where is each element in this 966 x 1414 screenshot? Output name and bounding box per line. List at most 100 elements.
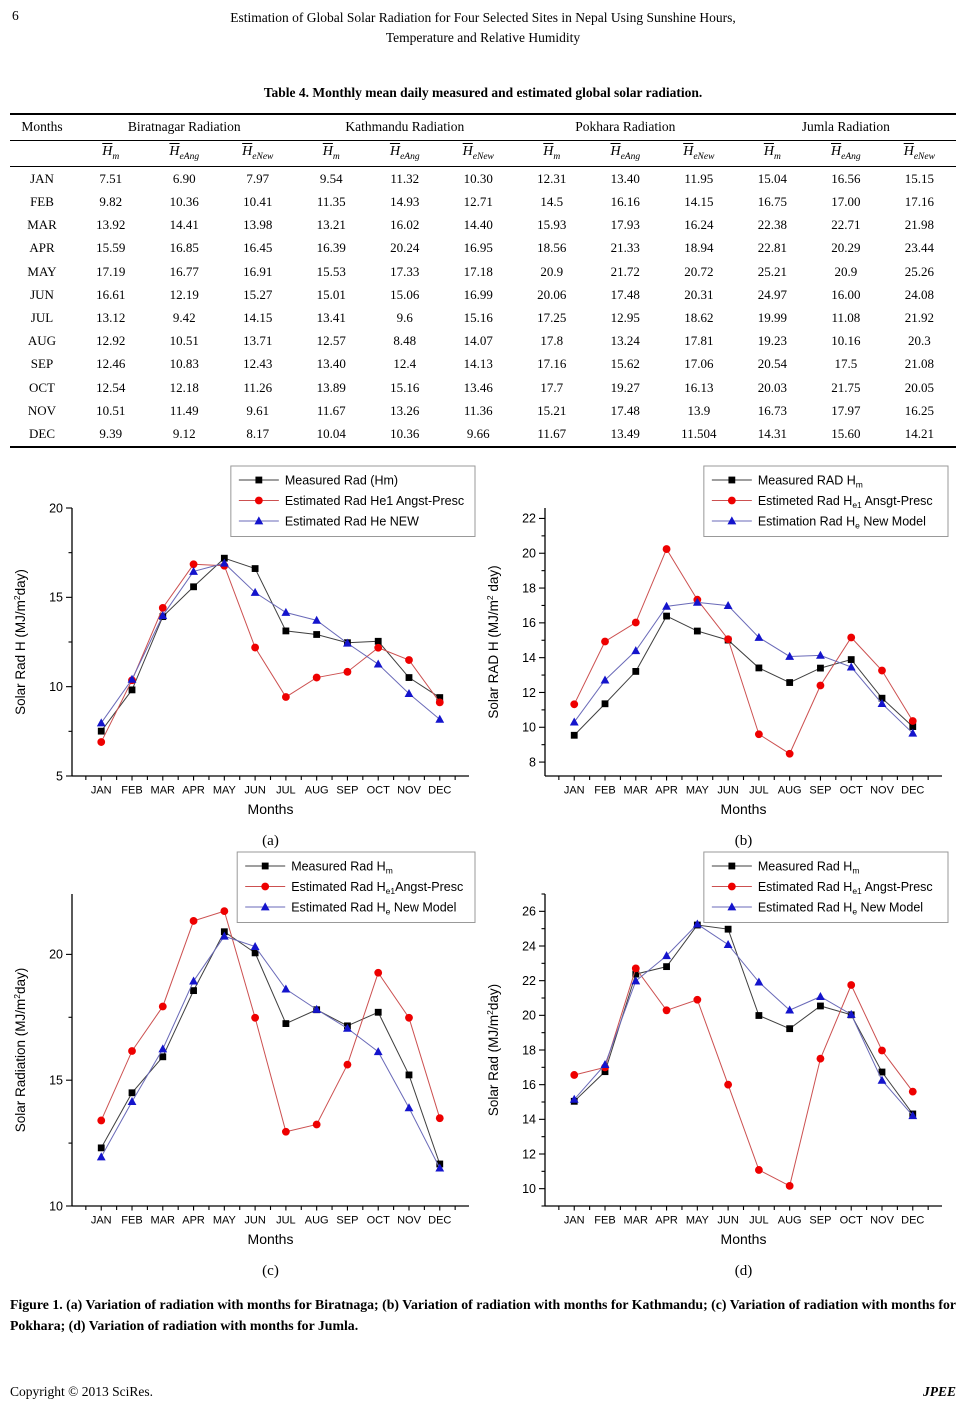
svg-text:24: 24	[522, 939, 536, 953]
value-cell: 11.36	[463, 402, 493, 418]
column-header: HeNew	[441, 140, 516, 168]
chart-cell-d: 10 12 14 16 18 20 22 24 26 JAN FEB MAR APR MAY JUN JUL A…	[483, 850, 956, 1280]
chart-cell-a: 5 10 15 20 JAN FEB MAR APR MAY JUN JUL AUG SEP OCT NOV…	[10, 464, 483, 850]
y-axis-ticks	[66, 506, 72, 777]
value-cell: 20.05	[904, 379, 934, 395]
value-cell: 20.29	[831, 240, 861, 256]
value-cell: 13.98	[243, 217, 273, 233]
svg-text:DEC: DEC	[901, 1214, 924, 1226]
svg-text:NOV: NOV	[397, 1214, 422, 1226]
value-cell: 16.91	[243, 263, 273, 279]
group-header-biratnagar: Biratnagar Radiation	[74, 113, 295, 141]
month-cell: NOV	[27, 402, 57, 418]
value-cell: 17.18	[463, 263, 493, 279]
svg-text:APR: APR	[182, 1214, 205, 1226]
months-header: Months	[10, 113, 74, 141]
value-cell: 15.01	[316, 286, 346, 302]
svg-text:DEC: DEC	[428, 1214, 451, 1226]
svg-text:Measured RAD Hm: Measured RAD Hm	[758, 473, 863, 489]
value-cell: 25.26	[904, 263, 934, 279]
value-cell: 13.26	[390, 402, 420, 418]
value-cell: 17.06	[684, 356, 714, 372]
value-cell: 12.31	[537, 170, 567, 186]
chart-caption-d: (d)	[734, 1262, 753, 1279]
value-cell: 12.43	[243, 356, 273, 372]
value-cell: 18.62	[684, 310, 714, 326]
table-row: NOV 10.51 11.49 9.61 11.67 13.26 11.36 15.21 17.…	[10, 399, 956, 422]
svg-text:FEB: FEB	[594, 784, 615, 796]
x-axis-labels: JAN FEB MAR APR MAY JUN JUL AUG SEP OCT NOV DEC	[564, 784, 925, 796]
chart-caption-a: (a)	[262, 832, 279, 849]
value-cell: 16.56	[831, 170, 861, 186]
value-cell: 16.77	[169, 263, 199, 279]
column-header: HeAng	[147, 140, 221, 168]
svg-text:12: 12	[522, 685, 536, 699]
svg-text:Measured Rad Hm: Measured Rad Hm	[291, 859, 393, 875]
value-cell: 13.40	[316, 356, 346, 372]
x-axis-labels: JAN FEB MAR APR MAY JUN JUL AUG SEP OCT NOV DEC	[564, 1214, 925, 1226]
value-cell: 22.81	[757, 240, 787, 256]
value-cell: 14.40	[463, 217, 493, 233]
value-cell: 16.61	[96, 286, 126, 302]
value-cell: 11.08	[831, 310, 861, 326]
value-cell: 13.71	[243, 333, 273, 349]
month-cell: SEP	[30, 356, 54, 372]
svg-text:JUN: JUN	[244, 1214, 265, 1226]
svg-text:JUN: JUN	[244, 784, 265, 796]
x-axis-title: Months	[248, 801, 294, 817]
svg-text:Measured Rad Hm: Measured Rad Hm	[758, 859, 860, 875]
value-cell: 21.75	[831, 379, 861, 395]
svg-text:APR: APR	[182, 784, 205, 796]
chart-caption-b: (b)	[734, 832, 753, 849]
value-cell: 9.39	[99, 425, 123, 441]
value-cell: 10.36	[390, 425, 420, 441]
x-axis-title: Months	[721, 1231, 767, 1247]
value-cell: 24.97	[757, 286, 787, 302]
value-cell: 10.36	[169, 194, 199, 210]
svg-text:14: 14	[522, 1112, 536, 1126]
svg-text:JUN: JUN	[717, 1214, 738, 1226]
value-cell: 17.48	[610, 286, 640, 302]
table-row: SEP 12.46 10.83 12.43 13.40 12.4 14.13 17.16 15.…	[10, 353, 956, 376]
value-cell: 19.23	[757, 333, 787, 349]
series-circle	[570, 544, 917, 758]
column-header: Hm	[515, 140, 589, 168]
svg-text:MAY: MAY	[686, 784, 710, 796]
value-cell: 15.16	[390, 379, 420, 395]
svg-text:OCT: OCT	[840, 1214, 864, 1226]
value-cell: 17.97	[831, 402, 861, 418]
svg-text:Estimated Rad He New Model: Estimated Rad He New Model	[758, 900, 923, 916]
chart-cell-b: 8 10 12 14 16 18 20 22 JAN FEB MAR APR MAY JUN JUL AUG S…	[483, 464, 956, 850]
svg-text:JUL: JUL	[749, 784, 769, 796]
y-axis-ticks	[539, 892, 545, 1207]
value-cell: 12.4	[393, 356, 417, 372]
y-axis-labels: 10 12 14 16 18 20 22 24 26	[522, 904, 536, 1195]
column-header: HeAng	[368, 140, 442, 168]
value-cell: 16.99	[463, 286, 493, 302]
value-cell: 20.03	[757, 379, 787, 395]
month-cell: FEB	[30, 194, 54, 210]
value-cell: 9.54	[319, 170, 343, 186]
x-axis-labels: JAN FEB MAR APR MAY JUN JUL AUG SEP OCT NOV DEC	[91, 1214, 452, 1226]
svg-text:OCT: OCT	[367, 784, 391, 796]
value-cell: 18.94	[684, 240, 714, 256]
svg-text:12: 12	[522, 1147, 536, 1161]
value-cell: 8.17	[246, 425, 270, 441]
svg-text:JAN: JAN	[91, 784, 112, 796]
month-cell: AUG	[27, 333, 57, 349]
value-cell: 22.38	[757, 217, 787, 233]
svg-text:NOV: NOV	[870, 1214, 895, 1226]
value-cell: 25.21	[757, 263, 787, 279]
value-cell: 14.5	[540, 194, 564, 210]
value-cell: 15.93	[537, 217, 567, 233]
value-cell: 21.98	[904, 217, 934, 233]
value-cell: 21.08	[904, 356, 934, 372]
value-cell: 20.3	[907, 333, 931, 349]
month-cell: MAR	[27, 217, 57, 233]
svg-text:MAR: MAR	[624, 784, 649, 796]
svg-text:MAY: MAY	[686, 1214, 710, 1226]
svg-text:5: 5	[56, 769, 63, 783]
legend: Measured RAD Hm Estimeted Rad He1 Ansgt-P…	[703, 465, 949, 537]
value-cell: 16.85	[169, 240, 199, 256]
page-footer: Copyright © 2013 SciRes. JPEE	[10, 1384, 956, 1400]
